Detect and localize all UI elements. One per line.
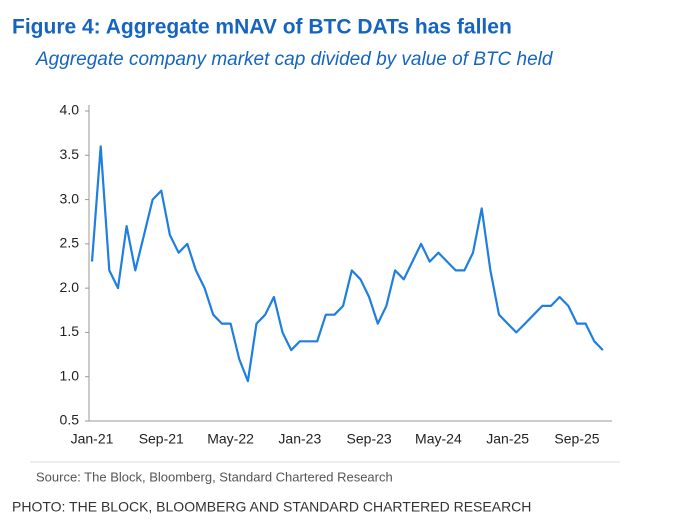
x-tick-label: Jan-23: [278, 431, 321, 447]
x-tick-label: May-24: [415, 431, 462, 447]
y-tick-label: 3.5: [60, 146, 80, 162]
y-tick-label: 3.0: [60, 190, 80, 206]
caption: PHOTO: THE BLOCK, BLOOMBERG AND STANDARD…: [12, 499, 531, 515]
line-series: [90, 145, 604, 383]
y-tick-label: 1.0: [60, 367, 80, 383]
chart-title: Figure 4: Aggregate mNAV of BTC DATs has…: [12, 16, 512, 39]
y-tick-label: 4.0: [60, 102, 80, 118]
x-tick-label: Jan-25: [486, 431, 529, 447]
y-tick-label: 1.5: [60, 323, 80, 339]
x-tick-label: Jan-21: [71, 431, 114, 447]
y-tick-label: 2.5: [60, 235, 80, 251]
chart-subtitle: Aggregate company market cap divided by …: [35, 49, 554, 70]
x-tick-label: Sep-23: [347, 431, 392, 447]
y-tick-label: 2.0: [60, 279, 80, 295]
x-tick-label: Sep-21: [139, 431, 184, 447]
x-tick-label: Sep-25: [554, 431, 599, 447]
y-tick-label: 0.5: [60, 412, 80, 428]
x-tick-label: May-22: [207, 431, 254, 447]
source: Source: The Block, Bloomberg, Standard C…: [36, 469, 393, 484]
